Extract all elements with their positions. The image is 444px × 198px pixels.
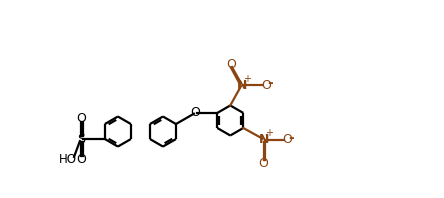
Text: O: O	[282, 133, 293, 146]
Text: N: N	[258, 133, 269, 146]
Text: +: +	[265, 128, 273, 138]
Text: O: O	[76, 112, 87, 125]
Text: -: -	[289, 131, 294, 145]
Text: O: O	[261, 79, 271, 92]
Text: HO: HO	[59, 153, 77, 166]
Text: O: O	[226, 58, 236, 71]
Text: O: O	[190, 107, 200, 119]
Text: S: S	[77, 132, 85, 146]
Text: O: O	[76, 153, 87, 166]
Text: +: +	[243, 74, 251, 84]
Text: O: O	[259, 157, 269, 170]
Text: -: -	[267, 76, 273, 90]
Text: N: N	[237, 79, 247, 92]
